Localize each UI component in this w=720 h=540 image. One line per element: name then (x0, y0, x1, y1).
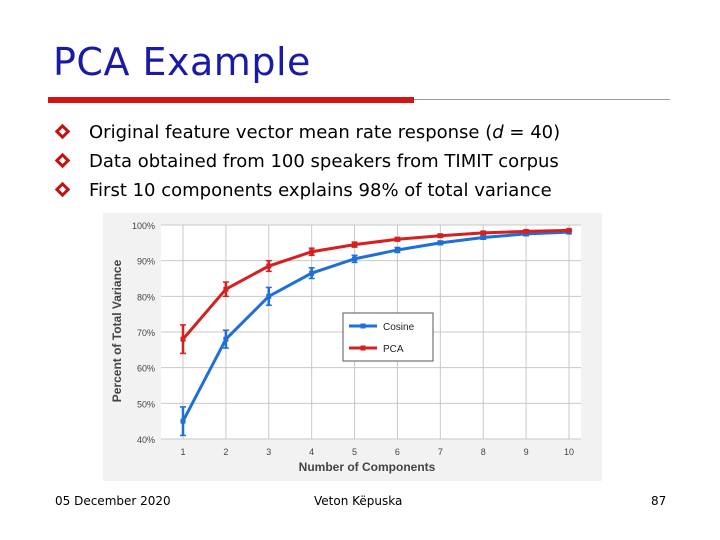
x-tick-label: 10 (564, 447, 574, 457)
bullet-text-pre: Original feature vector mean rate respon… (89, 122, 493, 143)
series-line (181, 230, 570, 422)
bullet-text-post: = 40) (503, 122, 561, 143)
x-tick-label: 6 (395, 447, 400, 457)
y-tick-label: 80% (137, 292, 155, 302)
data-point (180, 418, 186, 424)
y-tick-label: 70% (137, 328, 155, 338)
data-point (180, 336, 186, 342)
chart-legend: Cosine PCA (342, 312, 434, 362)
data-point (480, 230, 486, 236)
x-tick-label: 9 (524, 447, 529, 457)
footer-page-number: 87 (651, 494, 667, 508)
legend-swatch-marker (360, 323, 366, 329)
data-point (394, 247, 400, 253)
legend-swatch-marker (360, 345, 366, 351)
x-tick-label: 1 (180, 447, 185, 457)
data-point (309, 249, 315, 255)
data-point (480, 234, 486, 240)
y-tick-label: 60% (137, 364, 155, 374)
bullet-item: First 10 components explains 98% of tota… (54, 176, 560, 205)
y-tick-label: 100% (132, 221, 155, 231)
data-point (223, 336, 229, 342)
x-tick-label: 3 (266, 447, 271, 457)
title-underline-gray (414, 99, 670, 100)
data-point (223, 286, 229, 292)
diamond-bullet-icon (54, 181, 71, 198)
x-tick-label: 8 (481, 447, 486, 457)
x-tick-label: 4 (309, 447, 314, 457)
data-point (437, 233, 443, 239)
data-point (437, 240, 443, 246)
x-tick-label: 7 (438, 447, 443, 457)
data-point (266, 293, 272, 299)
data-point (266, 263, 272, 269)
legend-label: PCA (383, 344, 404, 355)
x-axis-label: Number of Components (299, 460, 436, 474)
bullet-item: Original feature vector mean rate respon… (54, 118, 561, 147)
bullet-text: First 10 components explains 98% of tota… (89, 180, 552, 201)
y-axis-label: Percent of Total Variance (110, 259, 124, 402)
bullet-text: Data obtained from 100 speakers from TIM… (89, 151, 559, 172)
data-point (352, 256, 358, 262)
data-point (566, 227, 572, 233)
slide-title: PCA Example (53, 40, 311, 84)
data-point (352, 242, 358, 248)
series-line (181, 228, 570, 341)
y-tick-label: 90% (137, 257, 155, 267)
data-point (523, 228, 529, 234)
footer-date: 05 December 2020 (55, 494, 171, 508)
y-tick-label: 50% (137, 399, 155, 409)
x-tick-label: 2 (223, 447, 228, 457)
series-cosine (180, 229, 572, 437)
diamond-bullet-icon (54, 123, 71, 140)
diamond-bullet-icon (54, 152, 71, 169)
bullet-list: Original feature vector mean rate respon… (54, 118, 561, 205)
title-underline-red (48, 97, 414, 103)
bullet-text-em: d (492, 122, 504, 143)
variance-chart: 40% 50% 60% 70% 80% 90% 100% 1 2 3 4 5 6 7 8 9 10 Numbe… (103, 213, 602, 481)
y-tick-label: 40% (137, 435, 155, 445)
legend-label: Cosine (383, 322, 415, 333)
x-tick-label: 5 (352, 447, 357, 457)
bullet-item: Data obtained from 100 speakers from TIM… (54, 147, 560, 176)
footer-author: Veton Këpuska (314, 494, 403, 508)
legend-box (342, 312, 434, 362)
data-point (394, 236, 400, 242)
data-point (309, 270, 315, 276)
series-pca (180, 227, 572, 355)
